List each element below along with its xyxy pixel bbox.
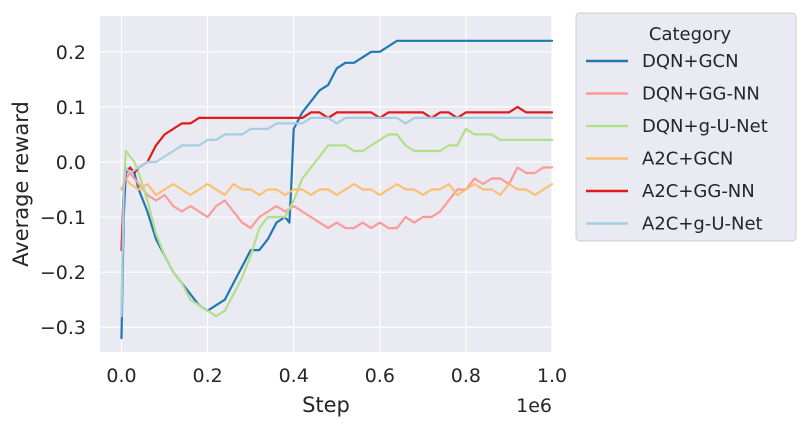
legend-entry: DQN+GG-NN (642, 84, 760, 105)
y-tick-label: 0.0 (56, 152, 86, 174)
y-tick-label: −0.2 (40, 262, 86, 284)
series-line-DQN+g-U-Net (120, 127, 554, 318)
x-tick-labels: 0.0 0.2 0.4 0.6 0.8 1.0 (106, 365, 567, 387)
legend-entry: DQN+GCN (642, 51, 739, 72)
series-line-A2C+GCN (120, 177, 554, 197)
legend-box (575, 12, 797, 242)
series-line-A2C+GG-NN (120, 105, 554, 252)
x-tick-label: 0.0 (106, 365, 136, 387)
x-tick-label: 1.0 (537, 365, 567, 387)
x-axis-offset-label: 1e6 (516, 395, 552, 417)
legend-entry: DQN+g-U-Net (642, 116, 768, 137)
x-tick-label: 0.6 (365, 365, 395, 387)
y-axis-label: Average reward (9, 101, 33, 267)
y-tick-label: 0.2 (56, 42, 86, 64)
legend-entry: A2C+g-U-Net (642, 214, 763, 235)
x-tick-label: 0.4 (279, 365, 309, 387)
series-line-A2C+g-U-Net (120, 116, 554, 318)
x-tick-label: 0.2 (193, 365, 223, 387)
legend-entry: A2C+GCN (642, 149, 733, 170)
y-tick-labels: −0.3 −0.2 −0.1 0.0 0.1 0.2 (40, 42, 86, 339)
x-tick-label: 0.8 (451, 365, 481, 387)
series-lines (120, 39, 554, 340)
plot-background (100, 16, 552, 352)
y-tick-label: −0.1 (40, 207, 86, 229)
series-line-DQN+GG-NN (120, 166, 554, 230)
y-tick-label: 0.1 (56, 97, 86, 119)
legend-title: Category (649, 24, 732, 45)
legend: Category DQN+GCN DQN+GG-NN DQN+g-U-Net A2C+… (575, 12, 797, 242)
x-axis-label: Step (302, 393, 350, 417)
y-tick-label: −0.3 (40, 317, 86, 339)
legend-entry: A2C+GG-NN (642, 181, 755, 202)
